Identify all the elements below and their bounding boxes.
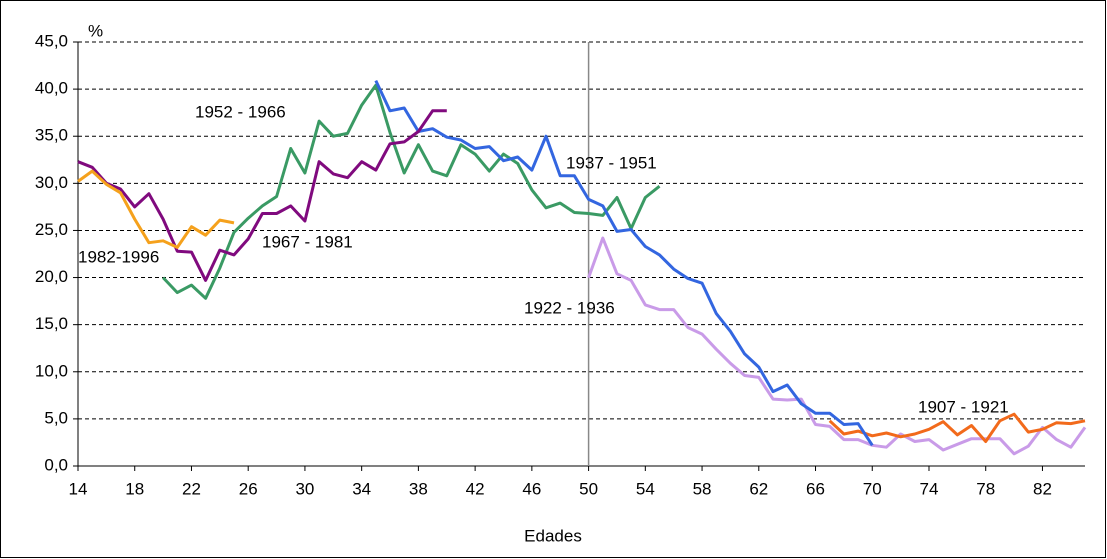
x-tick-label: 58 — [693, 479, 712, 498]
series-line — [374, 79, 874, 447]
y-tick-label: 40,0 — [35, 79, 68, 98]
series-line — [828, 412, 1086, 443]
y-tick-label: 35,0 — [35, 126, 68, 145]
x-tick-label: 50 — [579, 479, 598, 498]
y-tick-label: 20,0 — [35, 267, 68, 286]
y-tick-label: 30,0 — [35, 173, 68, 192]
x-tick-label: 74 — [920, 479, 939, 498]
x-tick-label: 18 — [125, 479, 144, 498]
series-label: 1922 - 1936 — [524, 298, 615, 317]
x-tick-label: 22 — [182, 479, 201, 498]
x-tick-label: 26 — [239, 479, 258, 498]
x-tick-label: 82 — [1033, 479, 1052, 498]
x-tick-label: 42 — [466, 479, 485, 498]
y-axis-label: % — [88, 21, 103, 40]
series-label: 1952 - 1966 — [195, 102, 286, 121]
series-label: 1907 - 1921 — [918, 397, 1009, 416]
x-tick-label: 14 — [69, 479, 88, 498]
series-label: 1937 - 1951 — [566, 153, 657, 172]
x-tick-label: 66 — [806, 479, 825, 498]
y-tick-label: 15,0 — [35, 314, 68, 333]
series-line — [77, 109, 447, 282]
series-line — [162, 83, 661, 300]
y-tick-label: 25,0 — [35, 220, 68, 239]
series-line — [587, 236, 1087, 456]
series-line — [77, 169, 235, 249]
x-tick-label: 62 — [749, 479, 768, 498]
x-tick-label: 34 — [352, 479, 371, 498]
x-tick-label: 30 — [295, 479, 314, 498]
y-tick-label: 5,0 — [44, 408, 68, 427]
series-label: 1982-1996 — [78, 247, 159, 266]
series-label: 1967 - 1981 — [262, 232, 353, 251]
x-tick-label: 38 — [409, 479, 428, 498]
x-tick-label: 54 — [636, 479, 655, 498]
y-tick-label: 45,0 — [35, 31, 68, 50]
x-tick-label: 46 — [522, 479, 541, 498]
x-tick-label: 78 — [976, 479, 995, 498]
y-tick-label: 10,0 — [35, 361, 68, 380]
x-tick-label: 70 — [863, 479, 882, 498]
y-tick-label: 0,0 — [44, 455, 68, 474]
x-axis-label: Edades — [524, 526, 582, 545]
